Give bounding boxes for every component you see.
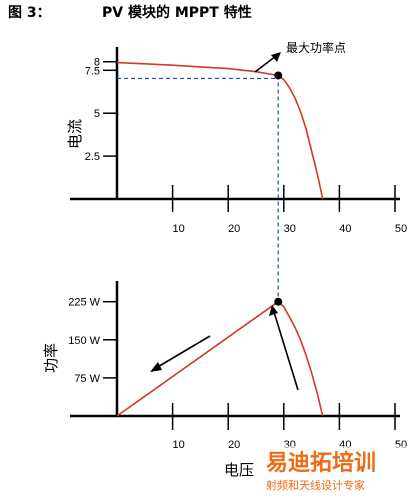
iv-guide-lines — [117, 75, 279, 300]
right-arrow-head — [269, 305, 278, 316]
y-tick-label: 7.5 — [85, 65, 100, 77]
iv-y-ticks: 2.5 5 7.58 — [85, 57, 117, 163]
left-direction-arrow — [155, 335, 211, 369]
x-tick-label: 10 — [172, 439, 184, 451]
x-tick-label: 50 — [395, 223, 407, 235]
y-tick-label: 8 — [94, 57, 100, 69]
pv-y-ticks: 75 W 150 W 225 W — [68, 297, 117, 385]
iv-curve — [116, 61, 324, 200]
y-tick-label: 5 — [94, 108, 100, 120]
watermark-sub: 射频和天线设计专家 — [266, 478, 365, 492]
pv-x-axis-label: 电压 — [224, 461, 254, 479]
right-direction-arrow — [273, 311, 299, 391]
mpp-annotation-label: 最大功率点 — [286, 40, 346, 55]
watermark-main: 易迪拓培训 — [266, 450, 376, 476]
y-tick-label: 150 W — [68, 335, 100, 347]
x-tick-label: 20 — [228, 223, 240, 235]
figure-label: 图 3： — [8, 5, 51, 21]
pv-x-ticks: 10 20 30 40 50 — [171, 403, 407, 451]
iv-chart: 10 20 30 40 50 2.5 5 7.58 电流 最大功率点 — [66, 40, 407, 300]
pv-curve — [116, 300, 324, 417]
watermark: 易迪拓培训 射频和天线设计专家 — [264, 446, 414, 492]
pv-max-power-point — [274, 297, 283, 306]
y-tick-label: 2.5 — [85, 151, 100, 163]
mpp-arrow-head — [271, 52, 281, 62]
x-tick-label: 40 — [339, 223, 351, 235]
x-tick-label: 10 — [172, 223, 184, 235]
figure-title: PV 模块的 MPPT 特性 — [102, 4, 252, 21]
y-tick-label: 225 W — [68, 297, 100, 309]
watermark-bg — [264, 446, 414, 476]
y-tick-label: 75 W — [74, 373, 100, 385]
x-tick-label: 20 — [228, 439, 240, 451]
iv-x-ticks: 10 20 30 40 50 — [171, 185, 407, 235]
mpp-annotation-arrow — [254, 55, 277, 73]
iv-y-axis-label: 电流 — [66, 119, 84, 149]
x-tick-label: 30 — [284, 223, 296, 235]
pv-y-axis-label: 功率 — [42, 343, 60, 373]
left-arrow-head — [150, 362, 162, 372]
iv-max-power-point — [274, 71, 283, 80]
